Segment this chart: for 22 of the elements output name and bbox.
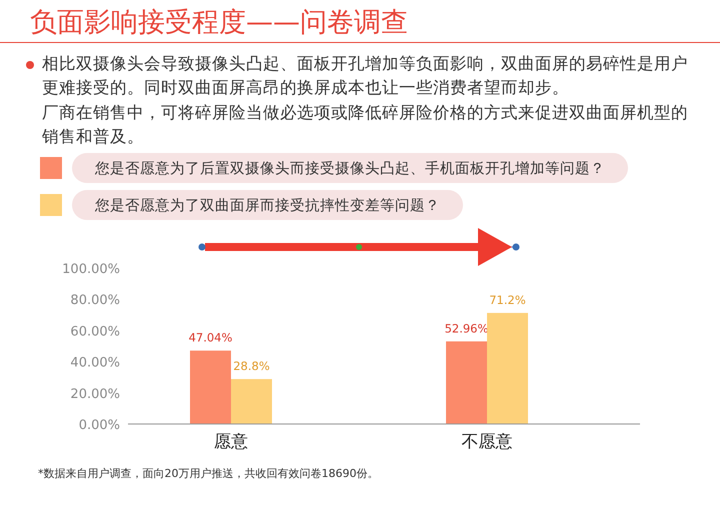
legend-label: 您是否愿意为了双曲面屏而接受抗摔性变差等问题？	[94, 197, 440, 214]
text: 厂商在销售中，可将碎屏险当做必选项或降低碎屏险价格的方式来促进双曲面屏机型的销售和普及。	[42, 102, 689, 148]
data-label: 47.04%	[188, 330, 232, 345]
bar	[487, 312, 528, 424]
bar	[446, 341, 487, 424]
y-tick-label: 80.00%	[70, 293, 120, 308]
y-tick-label: 0.00%	[78, 418, 120, 433]
x-tick-label: 不愿意	[462, 432, 512, 452]
text: 相比双摄像头会导致摄像头凸起、面板开孔增加等负面影响，双曲面屏的易碎性是用户更难接受的。同时双曲面屏高昂的换屏成本也让一些消费者望而却步。	[42, 53, 689, 99]
y-tick-label: 100.00%	[62, 262, 120, 277]
data-label: 52.96%	[444, 321, 488, 336]
data-label: 28.8%	[233, 359, 270, 374]
bar	[190, 350, 231, 424]
data-label: 71.2%	[489, 292, 526, 307]
legend-label: 您是否愿意为了后置双摄像头而接受摄像头凸起、手机面板开孔增加等问题？	[94, 160, 605, 177]
x-tick-label: 愿意	[214, 432, 248, 452]
y-tick-label: 40.00%	[70, 356, 120, 371]
y-tick-label: 60.00%	[70, 324, 120, 340]
text: *数据来自用户调查，面向20万用户推送，共收回有效问卷18690份。	[38, 466, 378, 481]
chart-title: 负面影响接受程度——问卷调查	[30, 6, 408, 40]
bar	[231, 379, 272, 424]
y-tick-label: 20.00%	[70, 386, 120, 402]
